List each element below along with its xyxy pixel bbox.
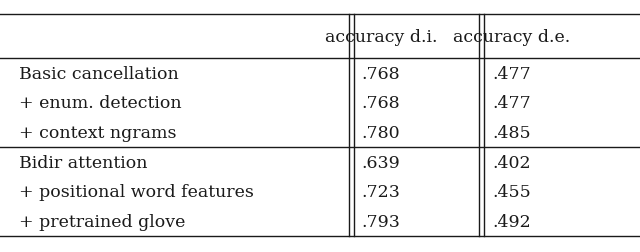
Text: + enum. detection: + enum. detection bbox=[19, 95, 182, 112]
Text: Basic cancellation: Basic cancellation bbox=[19, 66, 179, 82]
Text: .455: .455 bbox=[493, 183, 531, 200]
Text: .485: .485 bbox=[493, 124, 531, 141]
Text: .793: .793 bbox=[362, 213, 400, 230]
Text: + pretrained glove: + pretrained glove bbox=[19, 213, 186, 230]
Text: .477: .477 bbox=[493, 66, 531, 82]
Text: accuracy d.e.: accuracy d.e. bbox=[453, 29, 571, 46]
Text: accuracy d.i.: accuracy d.i. bbox=[324, 29, 437, 46]
Text: Bidir attention: Bidir attention bbox=[19, 154, 148, 171]
Text: .402: .402 bbox=[493, 154, 531, 171]
Text: .768: .768 bbox=[362, 66, 400, 82]
Text: .780: .780 bbox=[362, 124, 400, 141]
Text: .639: .639 bbox=[362, 154, 400, 171]
Text: + positional word features: + positional word features bbox=[19, 183, 254, 200]
Text: .492: .492 bbox=[493, 213, 531, 230]
Text: .477: .477 bbox=[493, 95, 531, 112]
Text: .723: .723 bbox=[362, 183, 400, 200]
Text: + context ngrams: + context ngrams bbox=[19, 124, 177, 141]
Text: .768: .768 bbox=[362, 95, 400, 112]
